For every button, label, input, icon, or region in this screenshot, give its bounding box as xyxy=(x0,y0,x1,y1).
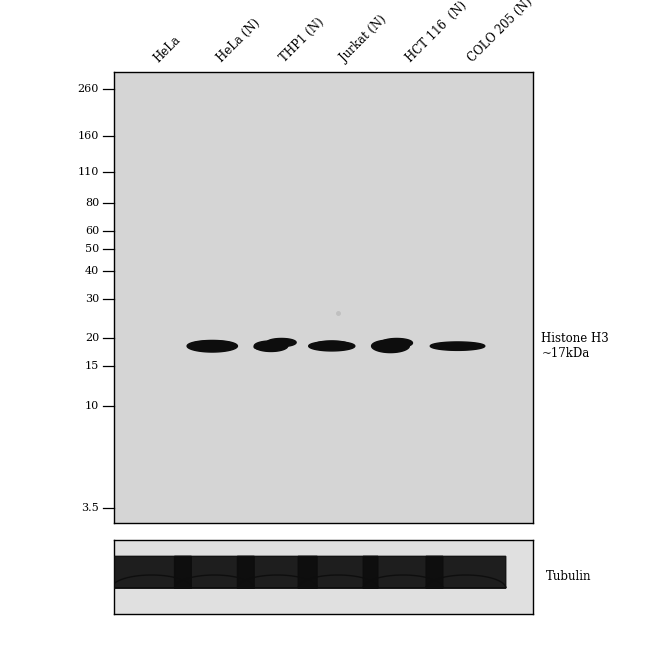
Text: HCT 116  (N): HCT 116 (N) xyxy=(403,0,469,65)
Polygon shape xyxy=(372,340,410,352)
Polygon shape xyxy=(381,339,413,348)
Text: THP1 (N): THP1 (N) xyxy=(278,16,326,65)
Polygon shape xyxy=(309,341,355,351)
Text: 10: 10 xyxy=(85,401,99,411)
Text: Histone H3
~17kDa: Histone H3 ~17kDa xyxy=(541,332,609,360)
Text: 160: 160 xyxy=(78,131,99,141)
Text: 80: 80 xyxy=(85,198,99,209)
Text: 15: 15 xyxy=(85,361,99,372)
Polygon shape xyxy=(430,342,485,350)
Polygon shape xyxy=(254,341,288,352)
Text: COLO 205 (N): COLO 205 (N) xyxy=(466,0,536,65)
Text: 60: 60 xyxy=(85,226,99,237)
Polygon shape xyxy=(187,341,237,352)
Text: 40: 40 xyxy=(85,266,99,276)
Polygon shape xyxy=(175,556,254,588)
Text: 3.5: 3.5 xyxy=(81,503,99,514)
Polygon shape xyxy=(298,556,378,588)
Polygon shape xyxy=(315,341,348,348)
Text: Tubulin: Tubulin xyxy=(545,571,591,584)
Text: HeLa: HeLa xyxy=(151,33,183,65)
Polygon shape xyxy=(254,344,280,350)
Text: 110: 110 xyxy=(78,168,99,177)
Text: 20: 20 xyxy=(85,333,99,343)
Polygon shape xyxy=(112,556,191,588)
Text: 50: 50 xyxy=(85,244,99,254)
Polygon shape xyxy=(237,556,317,588)
Polygon shape xyxy=(191,341,233,348)
Polygon shape xyxy=(363,556,443,588)
Text: 260: 260 xyxy=(78,84,99,94)
Text: HeLa (N): HeLa (N) xyxy=(214,16,263,65)
Polygon shape xyxy=(266,339,296,346)
Text: 30: 30 xyxy=(85,294,99,304)
Text: Jurkat (N): Jurkat (N) xyxy=(338,13,389,65)
Polygon shape xyxy=(426,556,506,588)
